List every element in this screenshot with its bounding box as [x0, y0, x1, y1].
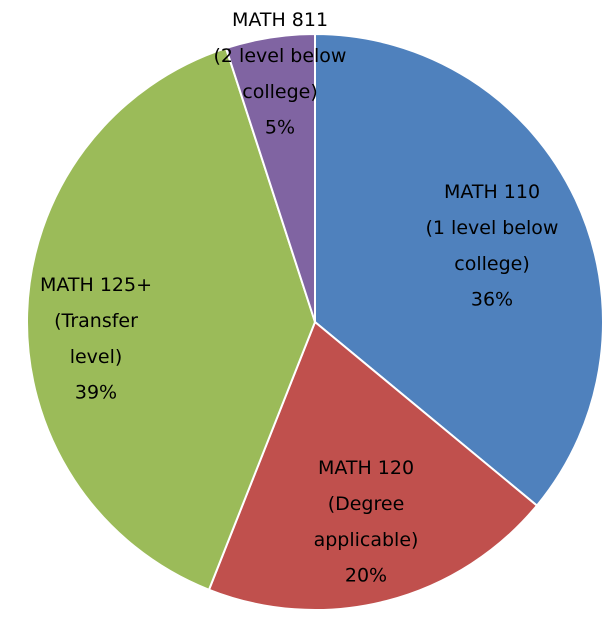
value-label: 5% — [265, 117, 295, 139]
value-label: 20% — [345, 565, 387, 587]
slice-label: MATH 811 (2 level below college) — [214, 9, 347, 103]
pie-slice — [224, 32, 316, 323]
pie-slice — [207, 320, 539, 611]
slice-label: MATH 125+ (Transfer level) — [40, 274, 152, 368]
slice-label: MATH 110 (1 level below college) — [426, 181, 559, 275]
pie-slice — [26, 46, 317, 592]
value-label: 36% — [471, 289, 513, 311]
slice-label: MATH 120 (Degree applicable) — [314, 457, 419, 551]
pie-slice — [314, 32, 604, 507]
value-label: 39% — [75, 382, 117, 404]
